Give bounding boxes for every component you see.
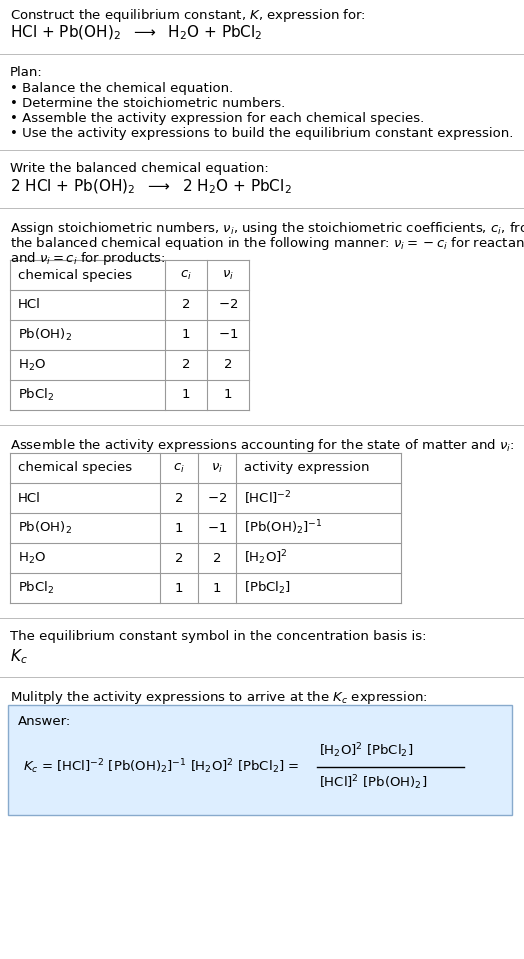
Text: $\nu_i$: $\nu_i$ [222, 269, 234, 282]
Text: 1: 1 [224, 388, 232, 402]
Text: 1: 1 [182, 388, 190, 402]
Text: $c_i$: $c_i$ [173, 461, 185, 475]
Text: activity expression: activity expression [244, 461, 369, 475]
Text: and $\nu_i = c_i$ for products:: and $\nu_i = c_i$ for products: [10, 250, 166, 267]
Text: 1: 1 [174, 522, 183, 534]
Text: $K_c$: $K_c$ [10, 647, 28, 666]
Text: HCl: HCl [18, 492, 41, 504]
Text: 2: 2 [182, 298, 190, 312]
Text: 2: 2 [182, 359, 190, 371]
Text: 2: 2 [213, 551, 221, 565]
Text: 1: 1 [213, 581, 221, 595]
Text: 1: 1 [174, 581, 183, 595]
Text: Answer:: Answer: [18, 715, 71, 728]
Text: HCl: HCl [18, 298, 41, 312]
Text: 2: 2 [224, 359, 232, 371]
Text: H$_2$O: H$_2$O [18, 358, 46, 372]
Text: the balanced chemical equation in the following manner: $\nu_i = -c_i$ for react: the balanced chemical equation in the fo… [10, 235, 524, 252]
Text: Assemble the activity expressions accounting for the state of matter and $\nu_i$: Assemble the activity expressions accoun… [10, 437, 515, 454]
Text: [H$_2$O]$^2$: [H$_2$O]$^2$ [244, 549, 288, 568]
Text: [HCl]$^{-2}$: [HCl]$^{-2}$ [244, 489, 292, 506]
Text: chemical species: chemical species [18, 461, 132, 475]
Text: The equilibrium constant symbol in the concentration basis is:: The equilibrium constant symbol in the c… [10, 630, 427, 643]
Text: PbCl$_2$: PbCl$_2$ [18, 386, 54, 403]
Text: $-1$: $-1$ [218, 329, 238, 341]
Text: $c_i$: $c_i$ [180, 269, 192, 282]
Text: Mulitply the activity expressions to arrive at the $K_c$ expression:: Mulitply the activity expressions to arr… [10, 689, 428, 706]
Text: PbCl$_2$: PbCl$_2$ [18, 580, 54, 596]
Text: $\nu_i$: $\nu_i$ [211, 461, 223, 475]
Text: [PbCl$_2$]: [PbCl$_2$] [244, 580, 291, 596]
Text: Write the balanced chemical equation:: Write the balanced chemical equation: [10, 162, 269, 175]
Text: [H$_2$O]$^2$ [PbCl$_2$]: [H$_2$O]$^2$ [PbCl$_2$] [319, 741, 413, 760]
Text: $-1$: $-1$ [207, 522, 227, 534]
Text: 2: 2 [174, 492, 183, 504]
Text: [HCl]$^2$ [Pb(OH)$_2$]: [HCl]$^2$ [Pb(OH)$_2$] [319, 774, 427, 792]
Text: Plan:: Plan: [10, 66, 43, 79]
Text: HCl + Pb(OH)$_2$  $\longrightarrow$  H$_2$O + PbCl$_2$: HCl + Pb(OH)$_2$ $\longrightarrow$ H$_2$… [10, 24, 263, 42]
Text: chemical species: chemical species [18, 269, 132, 282]
Text: 1: 1 [182, 329, 190, 341]
Text: • Assemble the activity expression for each chemical species.: • Assemble the activity expression for e… [10, 112, 424, 125]
FancyBboxPatch shape [8, 705, 512, 815]
Text: $K_c$ = [HCl]$^{-2}$ [Pb(OH)$_2$]$^{-1}$ [H$_2$O]$^2$ [PbCl$_2$] =: $K_c$ = [HCl]$^{-2}$ [Pb(OH)$_2$]$^{-1}$… [23, 758, 299, 777]
Text: Assign stoichiometric numbers, $\nu_i$, using the stoichiometric coefficients, $: Assign stoichiometric numbers, $\nu_i$, … [10, 220, 524, 237]
Text: Pb(OH)$_2$: Pb(OH)$_2$ [18, 327, 72, 343]
Text: [Pb(OH)$_2$]$^{-1}$: [Pb(OH)$_2$]$^{-1}$ [244, 519, 323, 537]
Text: 2: 2 [174, 551, 183, 565]
Text: Pb(OH)$_2$: Pb(OH)$_2$ [18, 520, 72, 536]
Text: • Use the activity expressions to build the equilibrium constant expression.: • Use the activity expressions to build … [10, 127, 514, 140]
Text: • Determine the stoichiometric numbers.: • Determine the stoichiometric numbers. [10, 97, 285, 110]
Text: H$_2$O: H$_2$O [18, 550, 46, 566]
Text: $-2$: $-2$ [218, 298, 238, 312]
Text: 2 HCl + Pb(OH)$_2$  $\longrightarrow$  2 H$_2$O + PbCl$_2$: 2 HCl + Pb(OH)$_2$ $\longrightarrow$ 2 H… [10, 178, 292, 197]
Text: • Balance the chemical equation.: • Balance the chemical equation. [10, 82, 233, 95]
Text: Construct the equilibrium constant, $K$, expression for:: Construct the equilibrium constant, $K$,… [10, 7, 366, 24]
Text: $-2$: $-2$ [207, 492, 227, 504]
